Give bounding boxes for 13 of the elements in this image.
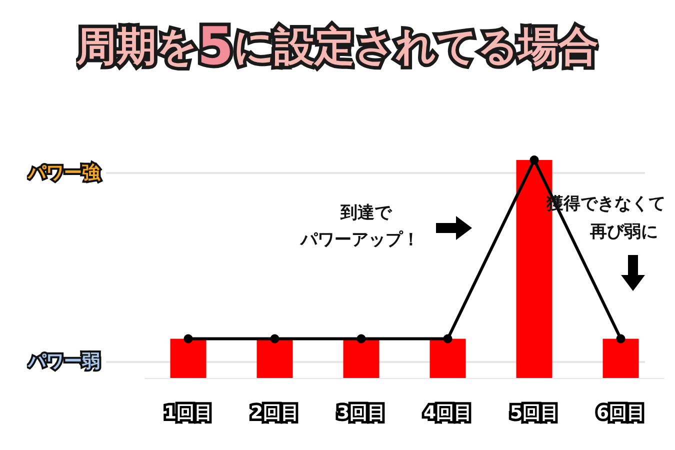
ref-line-label: パワー弱 (27, 351, 100, 372)
annotation: 到達で (340, 203, 392, 223)
x-tick-label: 5回目 (510, 402, 559, 424)
ref-line-label: パワー強 (27, 162, 101, 184)
annotation: パワーアップ！ (300, 230, 420, 250)
x-tick-label: 4回目 (423, 402, 472, 424)
x-tick-label: 2回目 (250, 402, 300, 424)
x-tick-label: 1回目 (164, 402, 213, 424)
x-tick-label: 6回目 (596, 402, 646, 424)
chart-title: 周期を5に設定されてる場合 (75, 17, 599, 77)
annotation: 再び弱に (589, 222, 658, 242)
annotation: 獲得できなくて (546, 194, 666, 214)
x-tick-label: 3回目 (336, 402, 386, 424)
